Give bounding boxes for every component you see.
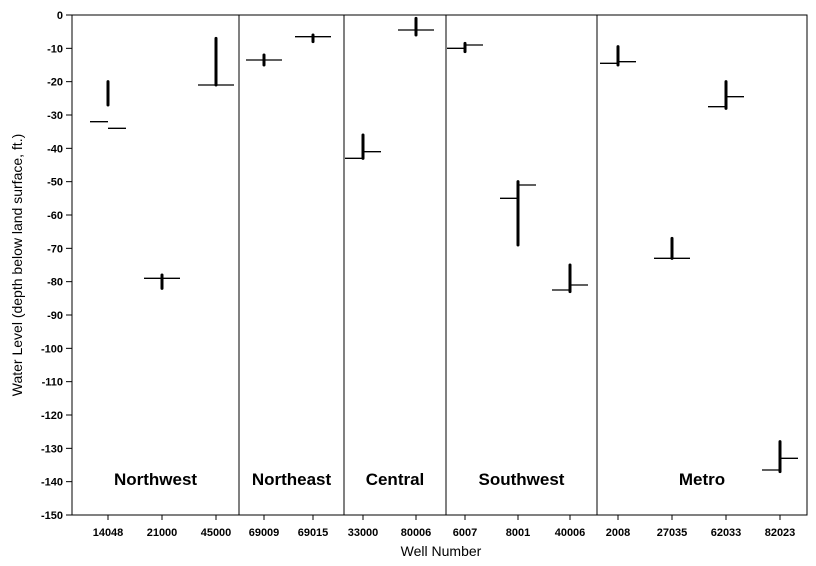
y-tick-label: -130	[41, 443, 63, 455]
y-tick-label: -120	[41, 410, 63, 422]
y-tick-label: -90	[47, 310, 63, 322]
x-tick-label: 40006	[555, 527, 586, 539]
y-tick-label: -30	[47, 110, 63, 122]
data-marks	[90, 16, 798, 474]
x-tick-label: 6007	[453, 527, 477, 539]
x-tick-label: 2008	[606, 527, 630, 539]
y-tick-label: -20	[47, 77, 63, 89]
y-tick-label: -50	[47, 177, 63, 189]
y-tick-label: -150	[41, 510, 63, 522]
x-tick-label: 33000	[348, 527, 379, 539]
x-tick-label: 45000	[201, 527, 232, 539]
region-label-northwest: Northwest	[114, 470, 197, 489]
region-labels: Northwest Northeast Central Southwest Metro	[114, 470, 725, 489]
x-tick-label: 82023	[765, 527, 796, 539]
x-axis-ticks: 14048 21000 45000 69009 69015 33000 80006 6007 8…	[93, 515, 796, 539]
y-tick-label: -60	[47, 210, 63, 222]
y-axis-title: Water Level (depth below land surface, f…	[9, 134, 25, 397]
x-tick-label: 27035	[657, 527, 688, 539]
x-tick-label: 80006	[401, 527, 432, 539]
x-tick-label: 14048	[93, 527, 124, 539]
region-separators	[238, 15, 598, 515]
region-label-northeast: Northeast	[252, 470, 332, 489]
y-tick-label: 0	[57, 10, 63, 22]
y-tick-label: -100	[41, 343, 63, 355]
region-label-metro: Metro	[679, 470, 725, 489]
y-tick-label: -40	[47, 143, 63, 155]
y-tick-label: -110	[42, 377, 63, 389]
plot-frame	[71, 14, 808, 516]
x-tick-label: 62033	[711, 527, 742, 539]
x-axis-title: Well Number	[401, 543, 482, 559]
x-tick-label: 69015	[298, 527, 329, 539]
x-tick-label: 8001	[506, 527, 530, 539]
y-tick-label: -140	[41, 477, 63, 489]
y-tick-label: -10	[47, 43, 63, 55]
region-label-southwest: Southwest	[479, 470, 565, 489]
x-tick-label: 21000	[147, 527, 178, 539]
y-tick-label: -80	[47, 277, 63, 289]
x-tick-label: 69009	[249, 527, 280, 539]
y-tick-label: -70	[47, 243, 63, 255]
y-axis-ticks: 0 -10 -20 -30 -40 -50 -60 -70 -80 -90 -100 -110 -120…	[41, 10, 72, 522]
region-label-central: Central	[366, 470, 425, 489]
